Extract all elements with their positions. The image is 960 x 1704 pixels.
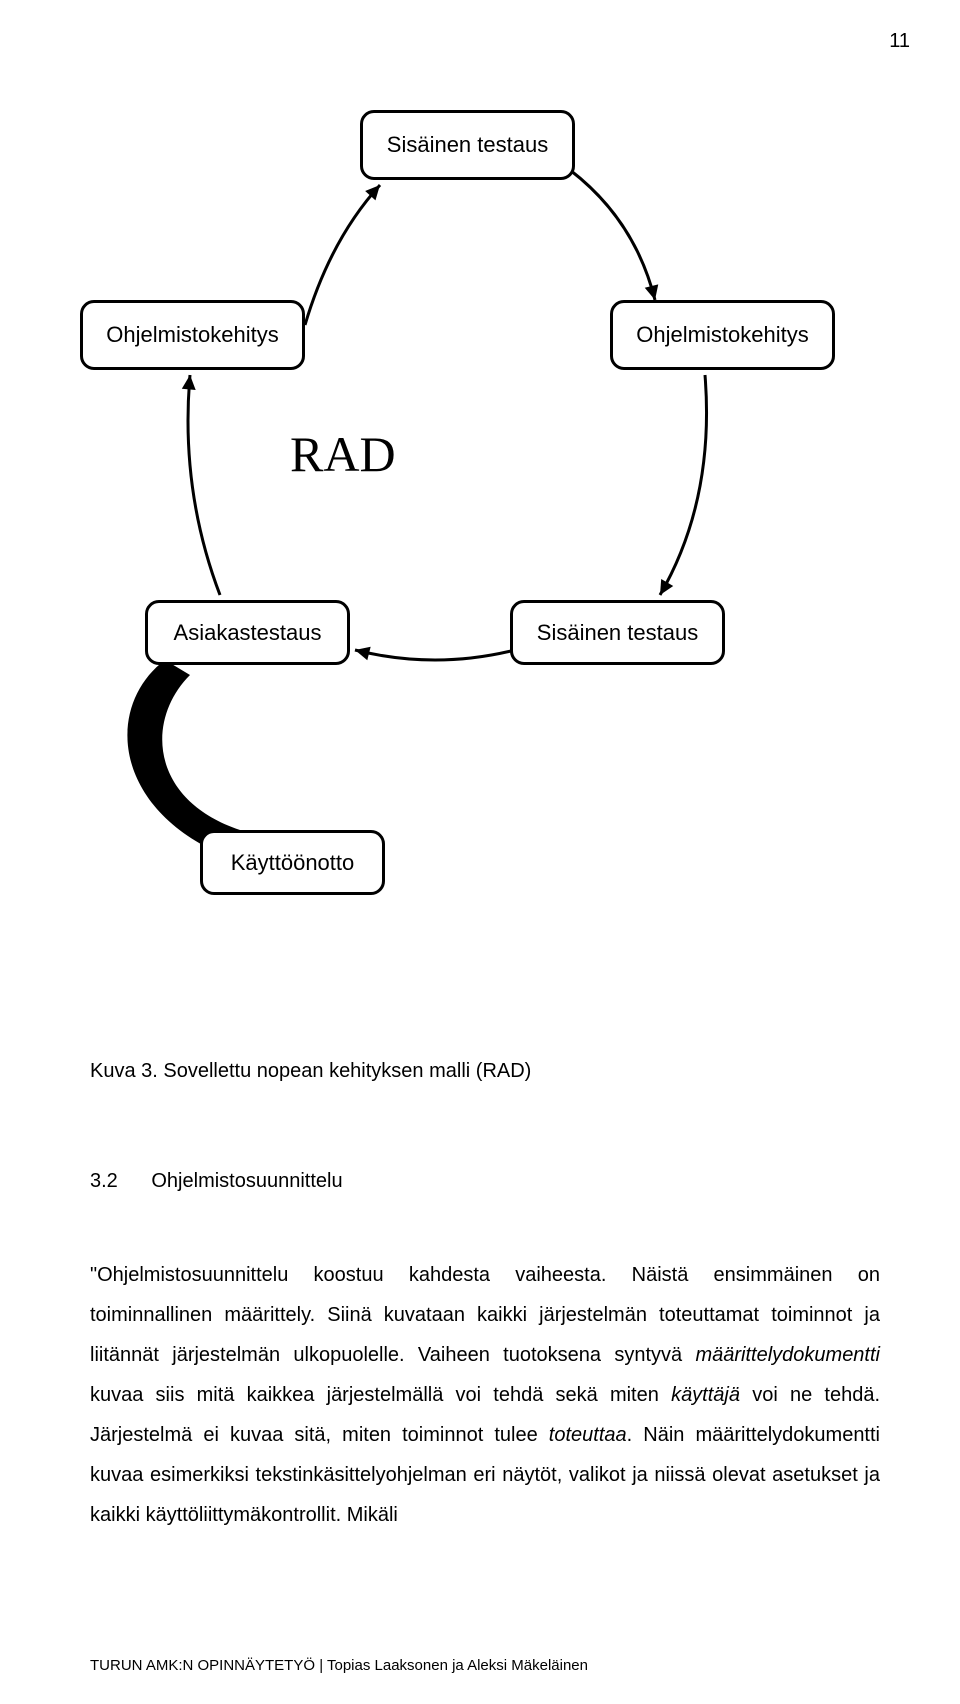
page: 11 RAD Sisäinen testaus Ohjelmistokehitys… (0, 0, 960, 1704)
rad-diagram: RAD Sisäinen testaus Ohjelmistokehitys Sis… (80, 110, 890, 1010)
diagram-node-kaytto: Käyttöönotto (200, 830, 385, 895)
body-paragraph: "Ohjelmistosuunnittelu koostuu kahdesta … (90, 1255, 880, 1535)
section-title: Ohjelmistosuunnittelu (151, 1170, 342, 1192)
diagram-node-asiak: Asiakastestaus (145, 600, 350, 665)
diagram-node-ohj-l: Ohjelmistokehitys (80, 300, 305, 370)
diagram-node-sis1: Sisäinen testaus (360, 110, 575, 180)
diagram-center-label: RAD (290, 425, 396, 483)
diagram-node-ohj-r: Ohjelmistokehitys (610, 300, 835, 370)
section-number: 3.2 (90, 1170, 118, 1192)
figure-caption: Kuva 3. Sovellettu nopean kehityksen mal… (90, 1060, 531, 1083)
page-footer: TURUN AMK:N OPINNÄYTETYÖ | Topias Laakso… (90, 1657, 588, 1674)
diagram-node-sis2: Sisäinen testaus (510, 600, 725, 665)
section-heading: 3.2 Ohjelmistosuunnittelu (90, 1170, 343, 1193)
page-number: 11 (889, 30, 910, 53)
